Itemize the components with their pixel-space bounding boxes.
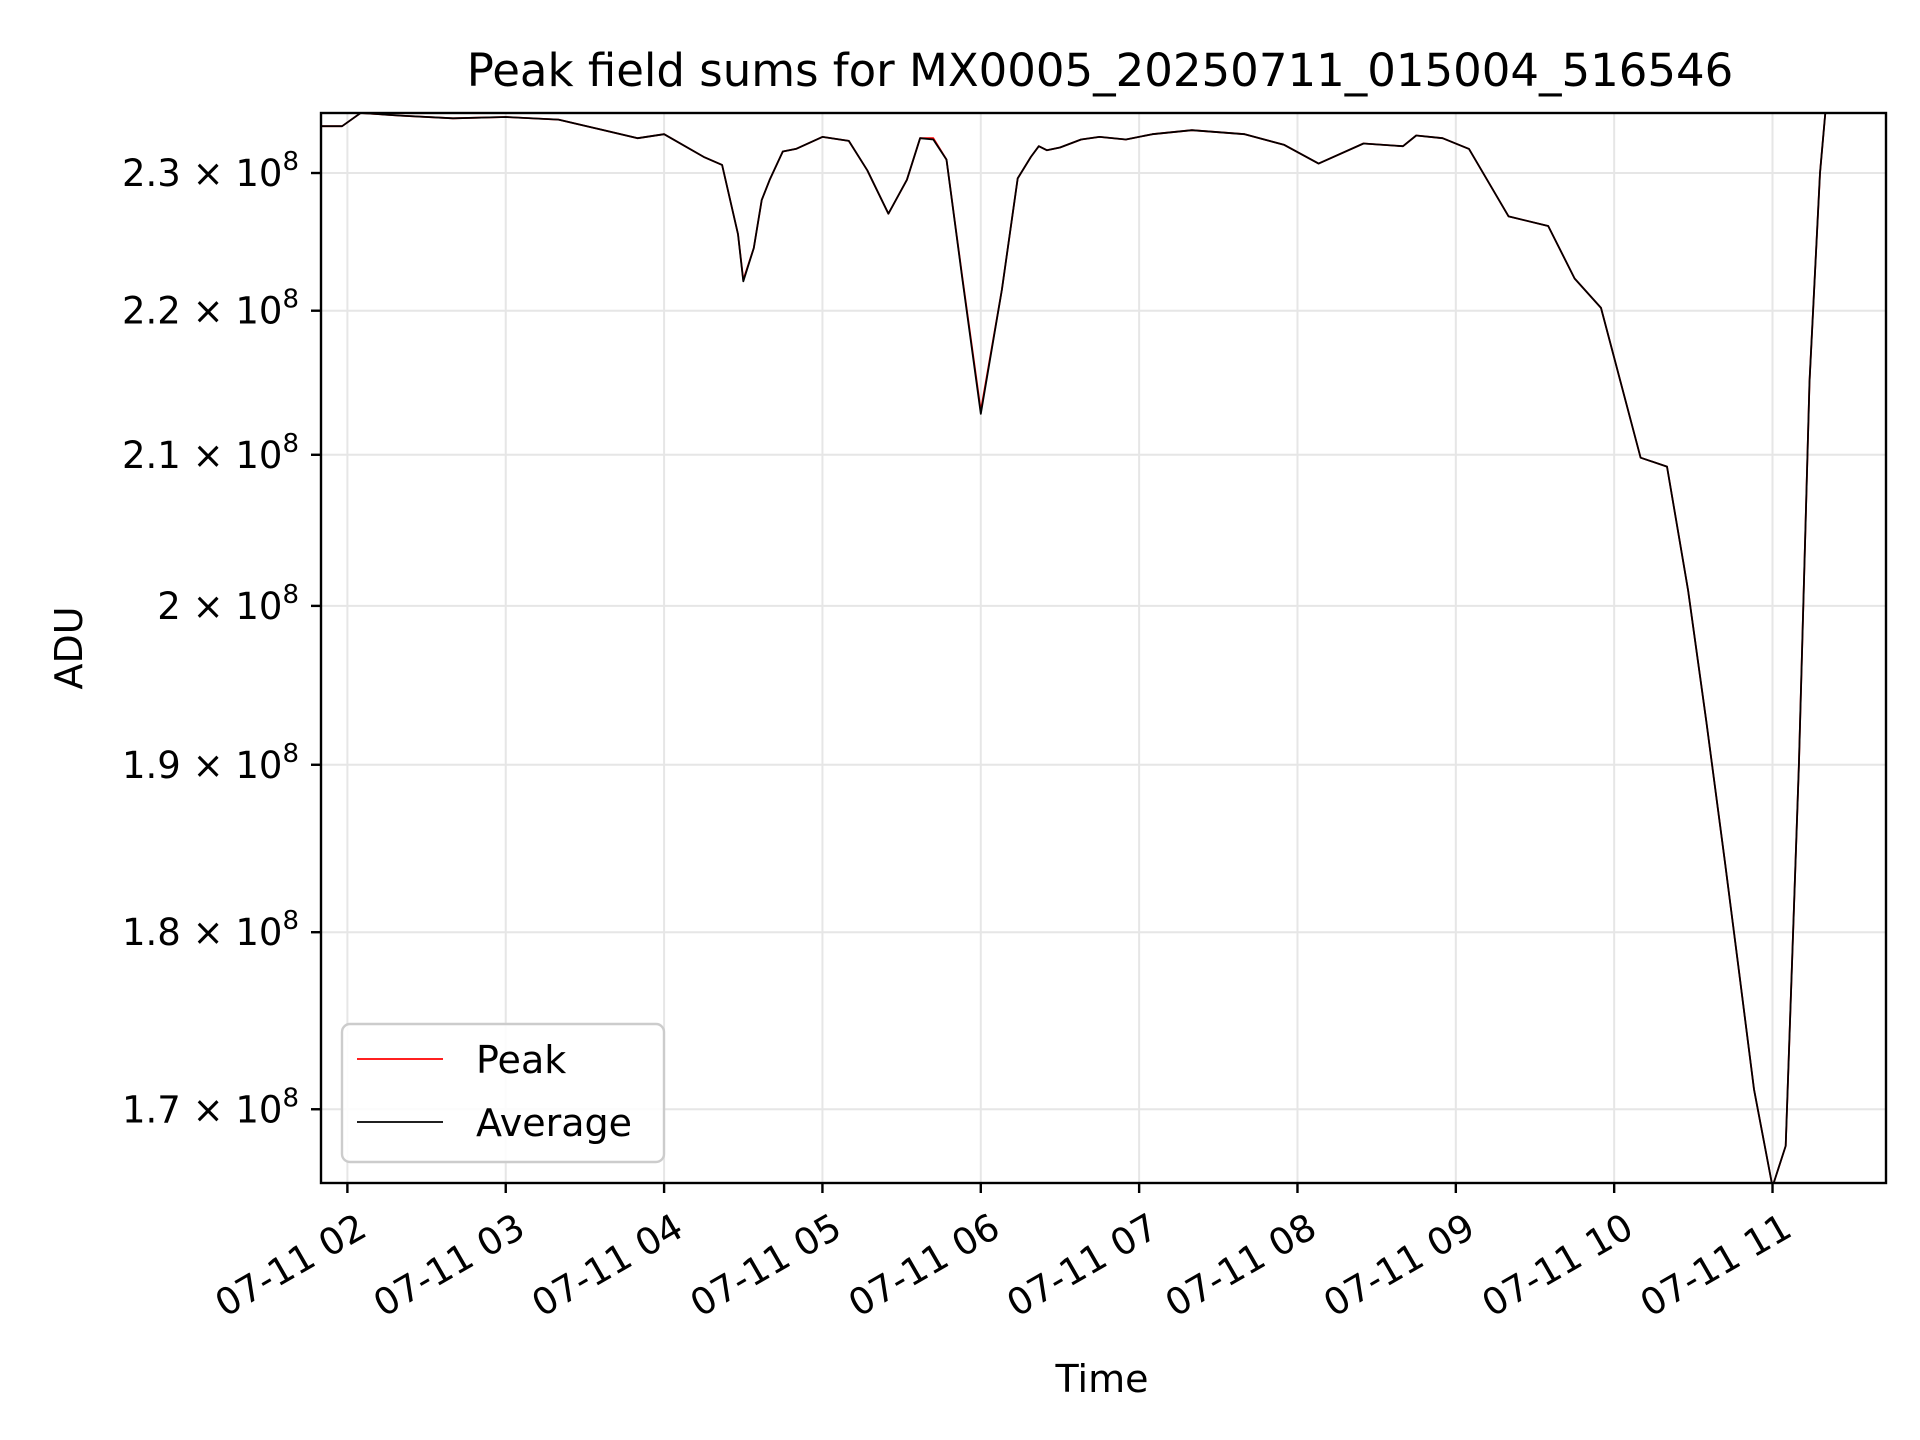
y-tick-mantissa: 1.9 × 10 (122, 744, 282, 787)
y-tick-exponent: 8 (282, 1083, 299, 1113)
y-axis-label: ADU (47, 606, 91, 689)
x-tick-label: 07-11 06 (841, 1205, 1007, 1325)
y-tick-label: 2.1 × 108 (122, 429, 299, 477)
x-axis-label: Time (1055, 1357, 1149, 1401)
x-tick-label: 07-11 02 (208, 1205, 374, 1325)
x-tick-label: 07-11 03 (366, 1205, 532, 1325)
plot-frame (319, 111, 1888, 1185)
x-tick-label: 07-11 11 (1633, 1205, 1799, 1325)
y-tick-mantissa: 1.8 × 10 (122, 911, 282, 954)
y-tick-exponent: 8 (282, 906, 299, 936)
x-tick-label: 07-11 09 (1316, 1205, 1482, 1325)
chart-title: Peak field sums for MX0005_20250711_0150… (467, 44, 1734, 97)
y-tick-mantissa: 1.7 × 10 (122, 1088, 282, 1131)
legend: Peak Average (340, 1022, 666, 1164)
y-tick-label: 2.2 × 108 (122, 285, 299, 333)
legend-label-peak: Peak (476, 1038, 566, 1082)
legend-label-average: Average (476, 1101, 632, 1145)
series-line-average (321, 113, 1886, 1183)
y-tick-label: 2 × 108 (157, 580, 299, 628)
y-tick-label: 1.9 × 108 (122, 739, 299, 787)
y-tick-label: 1.8 × 108 (122, 906, 299, 954)
x-tick-label: 07-11 05 (683, 1205, 849, 1325)
y-tick-exponent: 8 (282, 429, 299, 459)
y-tick-exponent: 8 (282, 580, 299, 610)
series-layer (321, 113, 1886, 1183)
y-tick-mantissa: 2.1 × 10 (122, 434, 282, 477)
grid-layer (321, 113, 1886, 1183)
y-tick-label: 1.7 × 108 (122, 1083, 299, 1131)
y-tick-label: 2.3 × 108 (122, 147, 299, 195)
x-tick-label: 07-11 07 (1000, 1205, 1166, 1325)
y-tick-mantissa: 2 × 10 (157, 585, 282, 628)
y-tick-exponent: 8 (282, 285, 299, 315)
y-tick-mantissa: 2.2 × 10 (122, 290, 282, 333)
x-tick-label: 07-11 04 (525, 1205, 691, 1325)
y-tick-mantissa: 2.3 × 10 (122, 152, 282, 195)
x-tick-label: 07-11 10 (1475, 1205, 1641, 1325)
y-tick-exponent: 8 (282, 739, 299, 769)
series-group (321, 113, 1886, 1183)
x-tick-label: 07-11 08 (1158, 1205, 1324, 1325)
y-tick-exponent: 8 (282, 147, 299, 177)
